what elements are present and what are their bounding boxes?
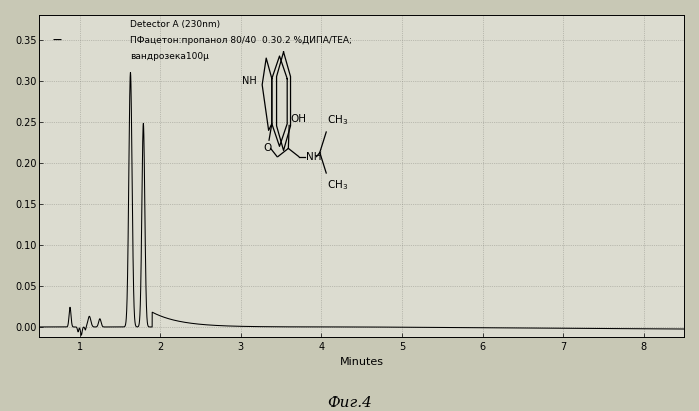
Text: OH: OH [290,114,306,124]
Text: CH$_3$: CH$_3$ [327,113,348,127]
Text: O: O [264,143,271,153]
Text: ПФацетон:пропанол 80/40  0.30.2 %ДИПА/TEA;: ПФацетон:пропанол 80/40 0.30.2 %ДИПА/TEA… [129,36,352,45]
Text: вандрозека100µ: вандрозека100µ [129,52,208,61]
Text: NH: NH [242,76,257,85]
Text: CH$_3$: CH$_3$ [327,178,348,192]
X-axis label: Minutes: Minutes [340,357,384,367]
Text: —: — [52,36,62,45]
Text: NH: NH [306,152,322,162]
Text: Фиг.4: Фиг.4 [327,396,372,410]
Text: Detector A (230nm): Detector A (230nm) [129,20,219,29]
